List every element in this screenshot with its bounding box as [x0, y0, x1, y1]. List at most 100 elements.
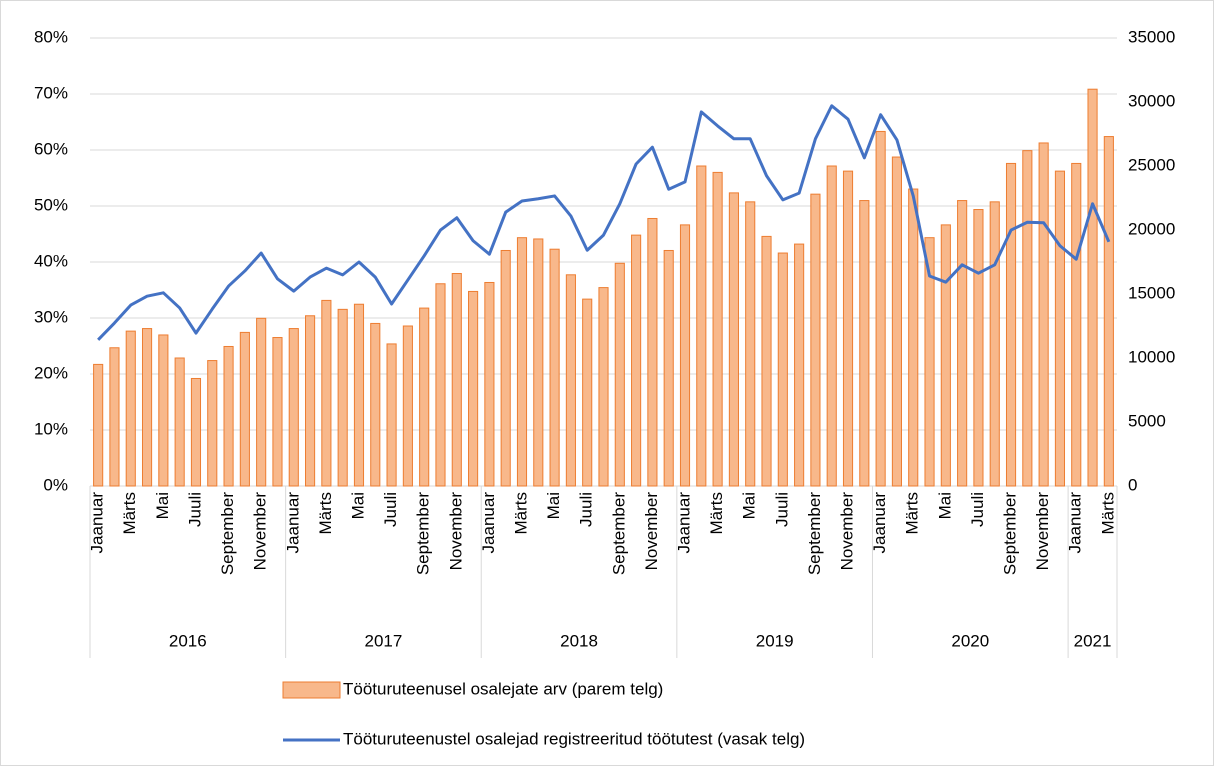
- bar: [386, 343, 397, 487]
- bar: [875, 130, 886, 487]
- y2-tick-label: 15000: [1128, 283, 1175, 302]
- x-tick-label: Mai: [348, 492, 367, 519]
- x-tick-label: Jaanuar: [88, 492, 107, 554]
- bar: [321, 299, 332, 487]
- bar: [582, 298, 593, 487]
- bar: [239, 331, 250, 487]
- x-tick-label: Märts: [707, 492, 726, 535]
- bar: [859, 200, 870, 487]
- bar: [696, 165, 707, 487]
- y2-tick-label: 5000: [1128, 411, 1166, 430]
- bar: [1103, 136, 1114, 487]
- x-tick-label: November: [642, 492, 661, 571]
- y-tick-label: 10%: [34, 419, 68, 438]
- x-tick-label: September: [218, 492, 237, 575]
- bar: [598, 287, 609, 487]
- x-tick-label: Jaanuar: [479, 492, 498, 554]
- x-tick-label: Märts: [511, 492, 530, 535]
- x-tick-label: September: [805, 492, 824, 575]
- y-tick-label: 80%: [34, 27, 68, 46]
- bar: [728, 192, 739, 487]
- x-tick-label: Mai: [544, 492, 563, 519]
- bar: [109, 347, 120, 487]
- y-tick-label: 50%: [34, 195, 68, 214]
- bar: [826, 165, 837, 487]
- legend-swatch: [282, 681, 341, 699]
- bar: [402, 325, 413, 487]
- bar: [1054, 170, 1066, 487]
- legend-label: Tööturuteenustel osalejad registreeritud…: [343, 729, 805, 748]
- bar: [272, 337, 283, 487]
- bar: [745, 201, 756, 487]
- bar: [93, 363, 104, 487]
- bar: [1005, 162, 1017, 487]
- x-tick-label: November: [251, 492, 270, 571]
- bar: [500, 249, 511, 487]
- bar: [451, 273, 462, 487]
- y-tick-label: 60%: [34, 139, 68, 158]
- x-tick-label: Juuli: [381, 492, 400, 527]
- x-tick-label: September: [1001, 492, 1020, 575]
- x-tick-label: Jaanuar: [870, 492, 889, 554]
- bar: [1022, 150, 1033, 487]
- bar: [125, 330, 136, 487]
- bar: [614, 262, 625, 487]
- bar: [891, 156, 902, 487]
- bar: [549, 248, 560, 487]
- bar: [207, 360, 218, 487]
- bar: [435, 283, 446, 487]
- x-tick-label: Mai: [740, 492, 759, 519]
- bar: [468, 290, 479, 487]
- bar: [484, 281, 495, 487]
- bar: [810, 193, 821, 487]
- x-tick-label: Juuli: [968, 492, 987, 527]
- bar: [190, 377, 202, 487]
- group-label: 2020: [951, 631, 989, 650]
- y-tick-label: 0%: [43, 475, 68, 494]
- x-tick-label: Märts: [903, 492, 922, 535]
- x-tick-label: Jaanuar: [1066, 492, 1085, 554]
- bar: [908, 188, 919, 487]
- group-label: 2018: [560, 631, 598, 650]
- x-tick-label: Jaanuar: [283, 492, 302, 554]
- x-tick-label: Jaanuar: [674, 492, 693, 554]
- x-tick-label: Juuli: [185, 492, 204, 527]
- bar: [533, 238, 544, 487]
- y2-tick-label: 30000: [1128, 91, 1175, 110]
- bar: [777, 252, 788, 487]
- bar: [761, 235, 772, 487]
- bar: [1071, 162, 1082, 487]
- x-tick-label: Mai: [153, 492, 172, 519]
- legend-label: Tööturuteenusel osalejate arv (parem tel…: [343, 679, 663, 698]
- bar: [647, 217, 658, 487]
- bar: [940, 224, 951, 487]
- x-tick-label: September: [414, 492, 433, 575]
- bar: [989, 201, 1000, 487]
- bar: [141, 328, 153, 487]
- bar: [712, 171, 723, 487]
- x-tick-label: November: [446, 492, 465, 571]
- x-tick-label: November: [838, 492, 857, 571]
- group-label: 2019: [756, 631, 794, 650]
- y2-tick-label: 10000: [1128, 347, 1175, 366]
- bar: [288, 328, 299, 487]
- x-tick-label: September: [609, 492, 628, 575]
- y-tick-label: 40%: [34, 251, 68, 270]
- bar: [663, 249, 674, 487]
- bar: [924, 237, 935, 487]
- bar: [305, 315, 316, 487]
- y-tick-label: 30%: [34, 307, 68, 326]
- x-tick-label: Juuli: [577, 492, 596, 527]
- x-tick-label: Märts: [1098, 492, 1117, 535]
- bar: [794, 243, 805, 487]
- bar: [370, 322, 381, 487]
- bar: [174, 357, 185, 487]
- bar: [419, 307, 430, 487]
- bar: [516, 237, 528, 487]
- bar: [565, 274, 576, 487]
- bar: [842, 170, 854, 487]
- y2-tick-label: 25000: [1128, 155, 1175, 174]
- bar: [1087, 88, 1098, 487]
- bar: [158, 334, 169, 487]
